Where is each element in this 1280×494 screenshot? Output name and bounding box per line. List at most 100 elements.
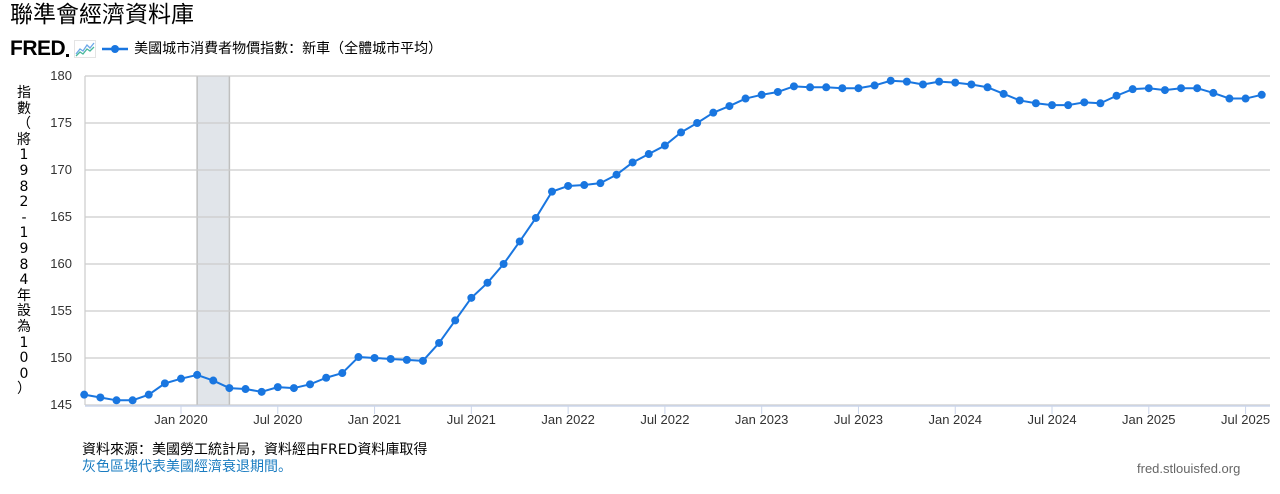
data-point[interactable] — [1177, 84, 1186, 93]
data-point[interactable] — [1241, 94, 1250, 103]
legend-series-label[interactable]: 美國城市消費者物價指數：新車（全體城市平均） — [134, 41, 443, 57]
x-tick-label: Jan 2022 — [541, 412, 595, 427]
data-point[interactable] — [644, 150, 653, 159]
data-point[interactable] — [741, 94, 750, 103]
data-point[interactable] — [451, 316, 460, 325]
recession-band — [197, 76, 230, 405]
data-point[interactable] — [1209, 88, 1218, 97]
data-point[interactable] — [789, 82, 798, 91]
x-tick-label: Jan 2021 — [347, 412, 402, 427]
data-point[interactable] — [1193, 84, 1202, 93]
data-point[interactable] — [838, 84, 847, 93]
data-point[interactable] — [354, 353, 363, 362]
data-point[interactable] — [999, 89, 1008, 98]
fred-logo[interactable]: FRED — [10, 37, 66, 60]
data-point[interactable] — [515, 237, 524, 246]
data-point[interactable] — [628, 158, 637, 167]
data-point[interactable] — [418, 356, 427, 365]
data-point[interactable] — [386, 354, 395, 363]
data-point[interactable] — [547, 187, 556, 196]
data-point[interactable] — [112, 396, 121, 405]
data-point[interactable] — [983, 83, 992, 92]
data-point[interactable] — [225, 384, 234, 393]
y-axis-label-char: 數 — [17, 100, 31, 117]
data-point[interactable] — [402, 355, 411, 364]
data-point[interactable] — [773, 87, 782, 96]
data-point[interactable] — [499, 260, 508, 268]
data-point[interactable] — [886, 76, 895, 85]
data-point[interactable] — [177, 374, 185, 383]
data-point[interactable] — [193, 370, 202, 379]
data-point[interactable] — [241, 385, 250, 394]
data-point[interactable] — [1080, 98, 1089, 107]
data-point[interactable] — [273, 383, 282, 392]
data-point[interactable] — [612, 170, 621, 179]
data-point[interactable] — [918, 80, 927, 89]
y-axis-label-char: 為 — [17, 318, 31, 335]
data-point[interactable] — [1128, 85, 1137, 94]
data-point[interactable] — [1144, 84, 1153, 93]
y-axis-label-char: 0 — [19, 350, 29, 367]
data-point[interactable] — [757, 90, 766, 99]
y-axis-label-char: 將 — [17, 131, 31, 148]
data-point[interactable] — [1257, 90, 1266, 99]
data-point[interactable] — [677, 128, 686, 137]
data-point[interactable] — [435, 338, 444, 347]
data-point[interactable] — [870, 81, 879, 90]
data-point[interactable] — [322, 373, 331, 382]
data-point[interactable] — [338, 369, 347, 378]
y-axis-label-char: - — [21, 209, 27, 226]
data-point[interactable] — [1031, 99, 1040, 108]
data-point[interactable] — [693, 119, 702, 127]
data-point[interactable] — [1064, 101, 1073, 110]
data-point[interactable] — [935, 77, 944, 86]
data-point[interactable] — [1015, 96, 1024, 105]
recession-note-link[interactable]: 灰色區塊代表美國經濟衰退期間。 — [82, 459, 292, 475]
y-axis-label-char: 1 — [19, 334, 29, 351]
data-point[interactable] — [467, 293, 476, 302]
y-axis-label-char: 8 — [19, 256, 29, 273]
data-point[interactable] — [96, 393, 105, 402]
data-point[interactable] — [144, 390, 153, 399]
data-point[interactable] — [531, 213, 540, 222]
data-point[interactable] — [128, 396, 137, 405]
data-point[interactable] — [967, 80, 976, 89]
data-point[interactable] — [902, 77, 911, 86]
y-tick-label: 150 — [50, 350, 72, 365]
x-tick-label: Jul 2022 — [640, 412, 690, 427]
data-point[interactable] — [160, 379, 169, 388]
data-point[interactable] — [370, 354, 379, 362]
data-point[interactable] — [725, 102, 734, 111]
data-point[interactable] — [483, 278, 492, 287]
data-point[interactable] — [580, 181, 589, 190]
y-tick-label: 180 — [50, 68, 72, 83]
data-point[interactable] — [596, 179, 605, 188]
site-url[interactable]: fred.stlouisfed.org — [1137, 461, 1241, 476]
data-point[interactable] — [1160, 86, 1169, 95]
data-point[interactable] — [80, 390, 89, 399]
data-point[interactable] — [660, 141, 669, 150]
x-tick-label: Jan 2023 — [734, 412, 789, 427]
data-point[interactable] — [1048, 101, 1057, 110]
y-axis-label-char: 1 — [19, 147, 29, 164]
data-point[interactable] — [806, 83, 815, 92]
data-point[interactable] — [306, 380, 315, 389]
data-point[interactable] — [289, 384, 298, 393]
data-point[interactable] — [854, 84, 863, 93]
y-axis-label-char: 9 — [19, 162, 29, 179]
data-point[interactable] — [564, 181, 573, 190]
data-point[interactable] — [822, 83, 831, 92]
y-tick-label: 175 — [50, 115, 72, 130]
data-point[interactable] — [1225, 94, 1234, 103]
data-point[interactable] — [209, 376, 218, 385]
data-point[interactable] — [1112, 91, 1121, 100]
data-point[interactable] — [951, 78, 960, 87]
x-tick-label: Jul 2023 — [833, 412, 884, 427]
data-point[interactable] — [709, 108, 718, 117]
data-point[interactable] — [1096, 99, 1105, 108]
series-marker-icon — [102, 45, 129, 53]
data-point[interactable] — [257, 387, 266, 396]
x-tick-label: Jul 2025 — [1221, 412, 1271, 427]
series-line[interactable] — [84, 79, 1262, 402]
